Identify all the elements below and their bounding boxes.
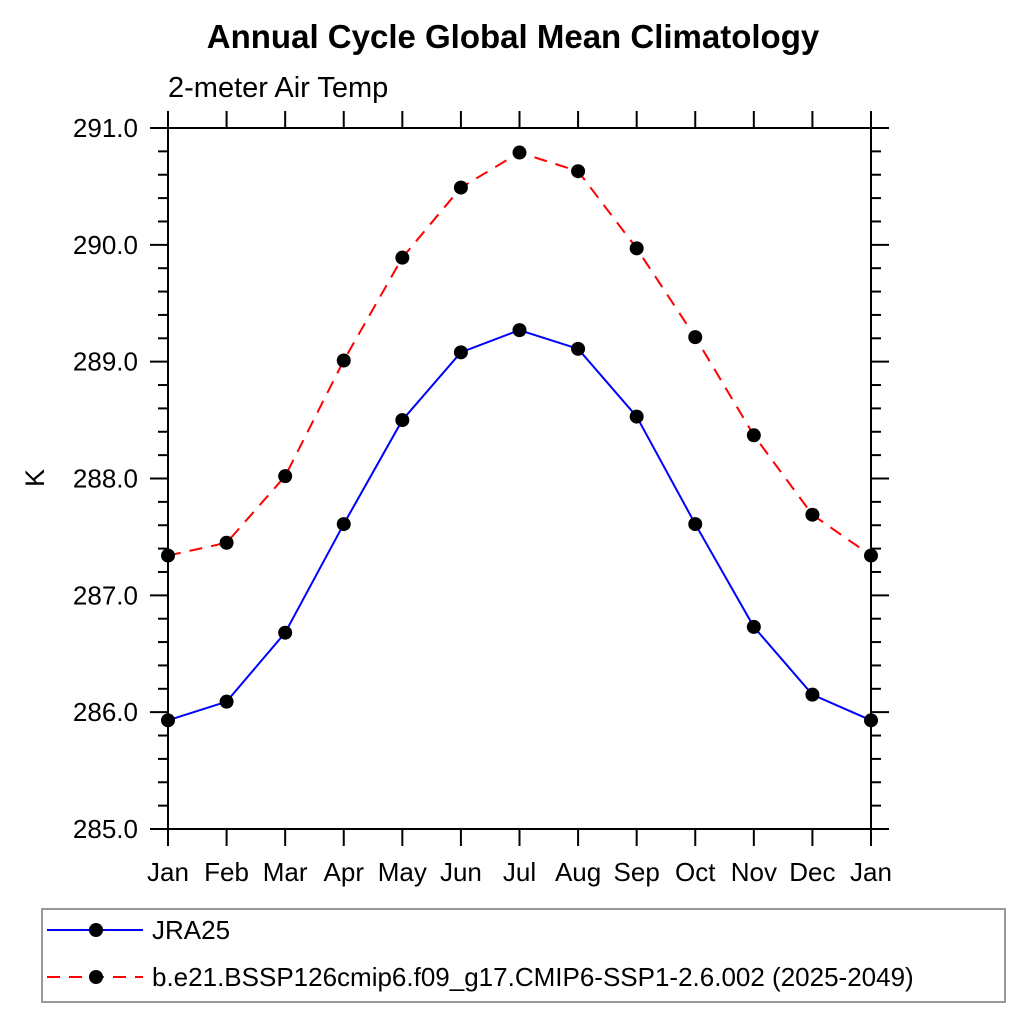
x-tick-label: Jan [147, 857, 189, 887]
x-tick-label: Nov [731, 857, 777, 887]
x-tick-label: Dec [789, 857, 835, 887]
data-point-marker [453, 180, 468, 195]
data-point-marker [161, 713, 175, 728]
series-markers-1 [161, 145, 878, 563]
data-point-marker [336, 353, 351, 368]
data-point-marker [395, 413, 410, 428]
y-tick-label: 291.0 [73, 113, 138, 143]
data-point-marker [864, 713, 878, 728]
data-point-marker [336, 517, 351, 532]
data-point-marker [453, 345, 468, 360]
data-point-marker [219, 535, 234, 550]
data-point-marker [512, 145, 527, 160]
x-tick-label: Feb [204, 857, 249, 887]
x-tick-label: Jun [440, 857, 482, 887]
legend-marker [89, 970, 103, 984]
legend-label: b.e21.BSSP126cmip6.f09_g17.CMIP6-SSP1-2.… [152, 962, 914, 992]
x-tick-label: Oct [675, 857, 716, 887]
data-point-marker [864, 548, 878, 563]
chart-title: Annual Cycle Global Mean Climatology [207, 18, 820, 55]
data-point-marker [278, 625, 293, 640]
data-point-marker [805, 507, 820, 522]
y-axis-tick-labels: 285.0 286.0 287.0 288.0 289.0 290.0 291.0 [73, 113, 138, 844]
legend-entry: JRA25 [47, 915, 230, 945]
data-point-marker [688, 330, 703, 345]
data-point-marker [161, 548, 175, 563]
data-point-marker [629, 241, 644, 256]
data-point-marker [746, 428, 761, 443]
y-tick-label: 288.0 [73, 464, 138, 494]
data-point-marker [746, 619, 761, 634]
y-tick-label: 285.0 [73, 814, 138, 844]
series-line-1 [167, 151, 872, 557]
data-point-marker [629, 409, 644, 424]
legend-marker [89, 923, 103, 937]
x-tick-label: Jul [503, 857, 536, 887]
y-axis-major-ticks [150, 127, 889, 830]
x-axis-tick-labels: Jan Feb Mar Apr May Jun Jul Aug Sep Oct Nov Dec Jan [147, 857, 892, 887]
data-point-marker [805, 687, 820, 702]
data-point-marker [219, 694, 234, 709]
legend-label: JRA25 [152, 915, 230, 945]
chart-subtitle: 2-meter Air Temp [168, 72, 388, 104]
y-axis-label: K [20, 469, 50, 487]
y-tick-label: 290.0 [73, 230, 138, 260]
legend: JRA25 b.e21.BSSP126cmip6.f09_g17.CMIP6-SS… [41, 908, 1006, 1003]
legend-entry: b.e21.BSSP126cmip6.f09_g17.CMIP6-SSP1-2.… [47, 962, 914, 992]
y-tick-label: 286.0 [73, 697, 138, 727]
x-tick-label: Mar [263, 857, 308, 887]
plot-frame [167, 127, 872, 830]
y-axis-minor-ticks [158, 150, 881, 807]
x-tick-label: Aug [555, 857, 601, 887]
x-tick-label: Jan [850, 857, 892, 887]
legend-box [41, 908, 1006, 1003]
data-point-marker [571, 341, 586, 356]
x-tick-label: May [378, 857, 427, 887]
data-point-marker [395, 250, 410, 265]
series-markers-0 [161, 323, 878, 728]
x-tick-label: Apr [324, 857, 365, 887]
x-axis-ticks [167, 111, 872, 846]
data-point-marker [512, 323, 527, 338]
data-point-marker [688, 517, 703, 532]
series-line-0 [167, 329, 872, 722]
x-tick-label: Sep [614, 857, 660, 887]
data-point-marker [278, 469, 293, 484]
y-tick-label: 289.0 [73, 347, 138, 377]
plot-area: 285.0 286.0 287.0 288.0 289.0 290.0 291.0 Jan Fe… [73, 111, 892, 887]
y-tick-label: 287.0 [73, 580, 138, 610]
data-point-marker [571, 164, 586, 179]
